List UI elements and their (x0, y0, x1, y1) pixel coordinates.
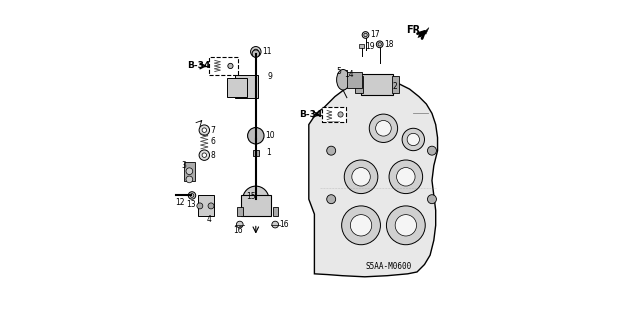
Text: 15: 15 (246, 192, 256, 201)
Text: 3: 3 (181, 161, 186, 170)
Bar (361, 74, 393, 95)
Bar (237, 207, 243, 216)
Circle shape (199, 150, 209, 160)
Circle shape (395, 215, 417, 236)
Polygon shape (309, 78, 438, 277)
Text: S5AA-M0600: S5AA-M0600 (366, 262, 412, 271)
Circle shape (199, 125, 209, 135)
Circle shape (352, 168, 371, 186)
Circle shape (350, 215, 372, 236)
Bar (241, 196, 271, 216)
Ellipse shape (337, 69, 349, 90)
Circle shape (326, 195, 335, 204)
Circle shape (186, 176, 193, 183)
Text: FR.: FR. (406, 26, 424, 36)
Circle shape (428, 146, 436, 155)
Circle shape (243, 186, 269, 212)
Circle shape (402, 128, 424, 151)
Circle shape (428, 195, 436, 204)
Bar (355, 76, 363, 93)
Text: 4: 4 (206, 215, 211, 224)
Text: 2: 2 (393, 82, 397, 91)
Bar (347, 72, 362, 88)
Circle shape (186, 168, 193, 174)
Text: 9: 9 (267, 72, 272, 81)
Bar (227, 78, 247, 97)
Circle shape (197, 203, 203, 209)
Circle shape (248, 128, 264, 144)
Circle shape (202, 153, 207, 157)
FancyBboxPatch shape (209, 57, 237, 75)
Circle shape (251, 46, 261, 57)
Bar (392, 76, 399, 93)
Circle shape (344, 160, 378, 194)
Circle shape (397, 168, 415, 186)
Text: 7: 7 (211, 126, 216, 135)
Circle shape (362, 32, 369, 38)
Circle shape (236, 221, 243, 228)
Bar (235, 75, 258, 99)
Text: 16: 16 (280, 220, 289, 229)
Bar (184, 162, 195, 180)
Text: 16: 16 (233, 227, 243, 236)
Circle shape (338, 112, 343, 117)
Bar (273, 207, 278, 216)
Bar (253, 149, 259, 156)
Text: 11: 11 (262, 47, 271, 56)
Circle shape (208, 203, 214, 209)
Text: 8: 8 (211, 151, 216, 160)
Circle shape (252, 50, 260, 57)
Circle shape (389, 160, 422, 194)
Text: 13: 13 (186, 200, 196, 209)
Circle shape (342, 206, 380, 245)
Bar (198, 196, 214, 216)
Text: 10: 10 (265, 131, 275, 140)
Circle shape (369, 114, 397, 142)
Text: 12: 12 (175, 198, 185, 207)
Bar (359, 44, 364, 48)
Text: B-34: B-34 (300, 110, 323, 119)
Text: 1: 1 (266, 148, 271, 157)
Circle shape (376, 120, 391, 136)
Text: 6: 6 (211, 137, 216, 146)
Text: 19: 19 (365, 42, 375, 51)
Circle shape (272, 221, 278, 228)
Circle shape (326, 146, 335, 155)
Text: 17: 17 (370, 30, 380, 39)
Circle shape (387, 206, 425, 245)
Circle shape (228, 63, 233, 68)
Text: 14: 14 (344, 70, 354, 79)
Circle shape (202, 128, 207, 132)
Text: 5: 5 (337, 67, 342, 76)
Text: B-34: B-34 (188, 61, 211, 70)
Polygon shape (418, 28, 429, 38)
Circle shape (407, 133, 419, 146)
FancyBboxPatch shape (322, 107, 346, 122)
Circle shape (188, 192, 196, 199)
Circle shape (376, 41, 383, 48)
Text: 18: 18 (384, 40, 394, 49)
